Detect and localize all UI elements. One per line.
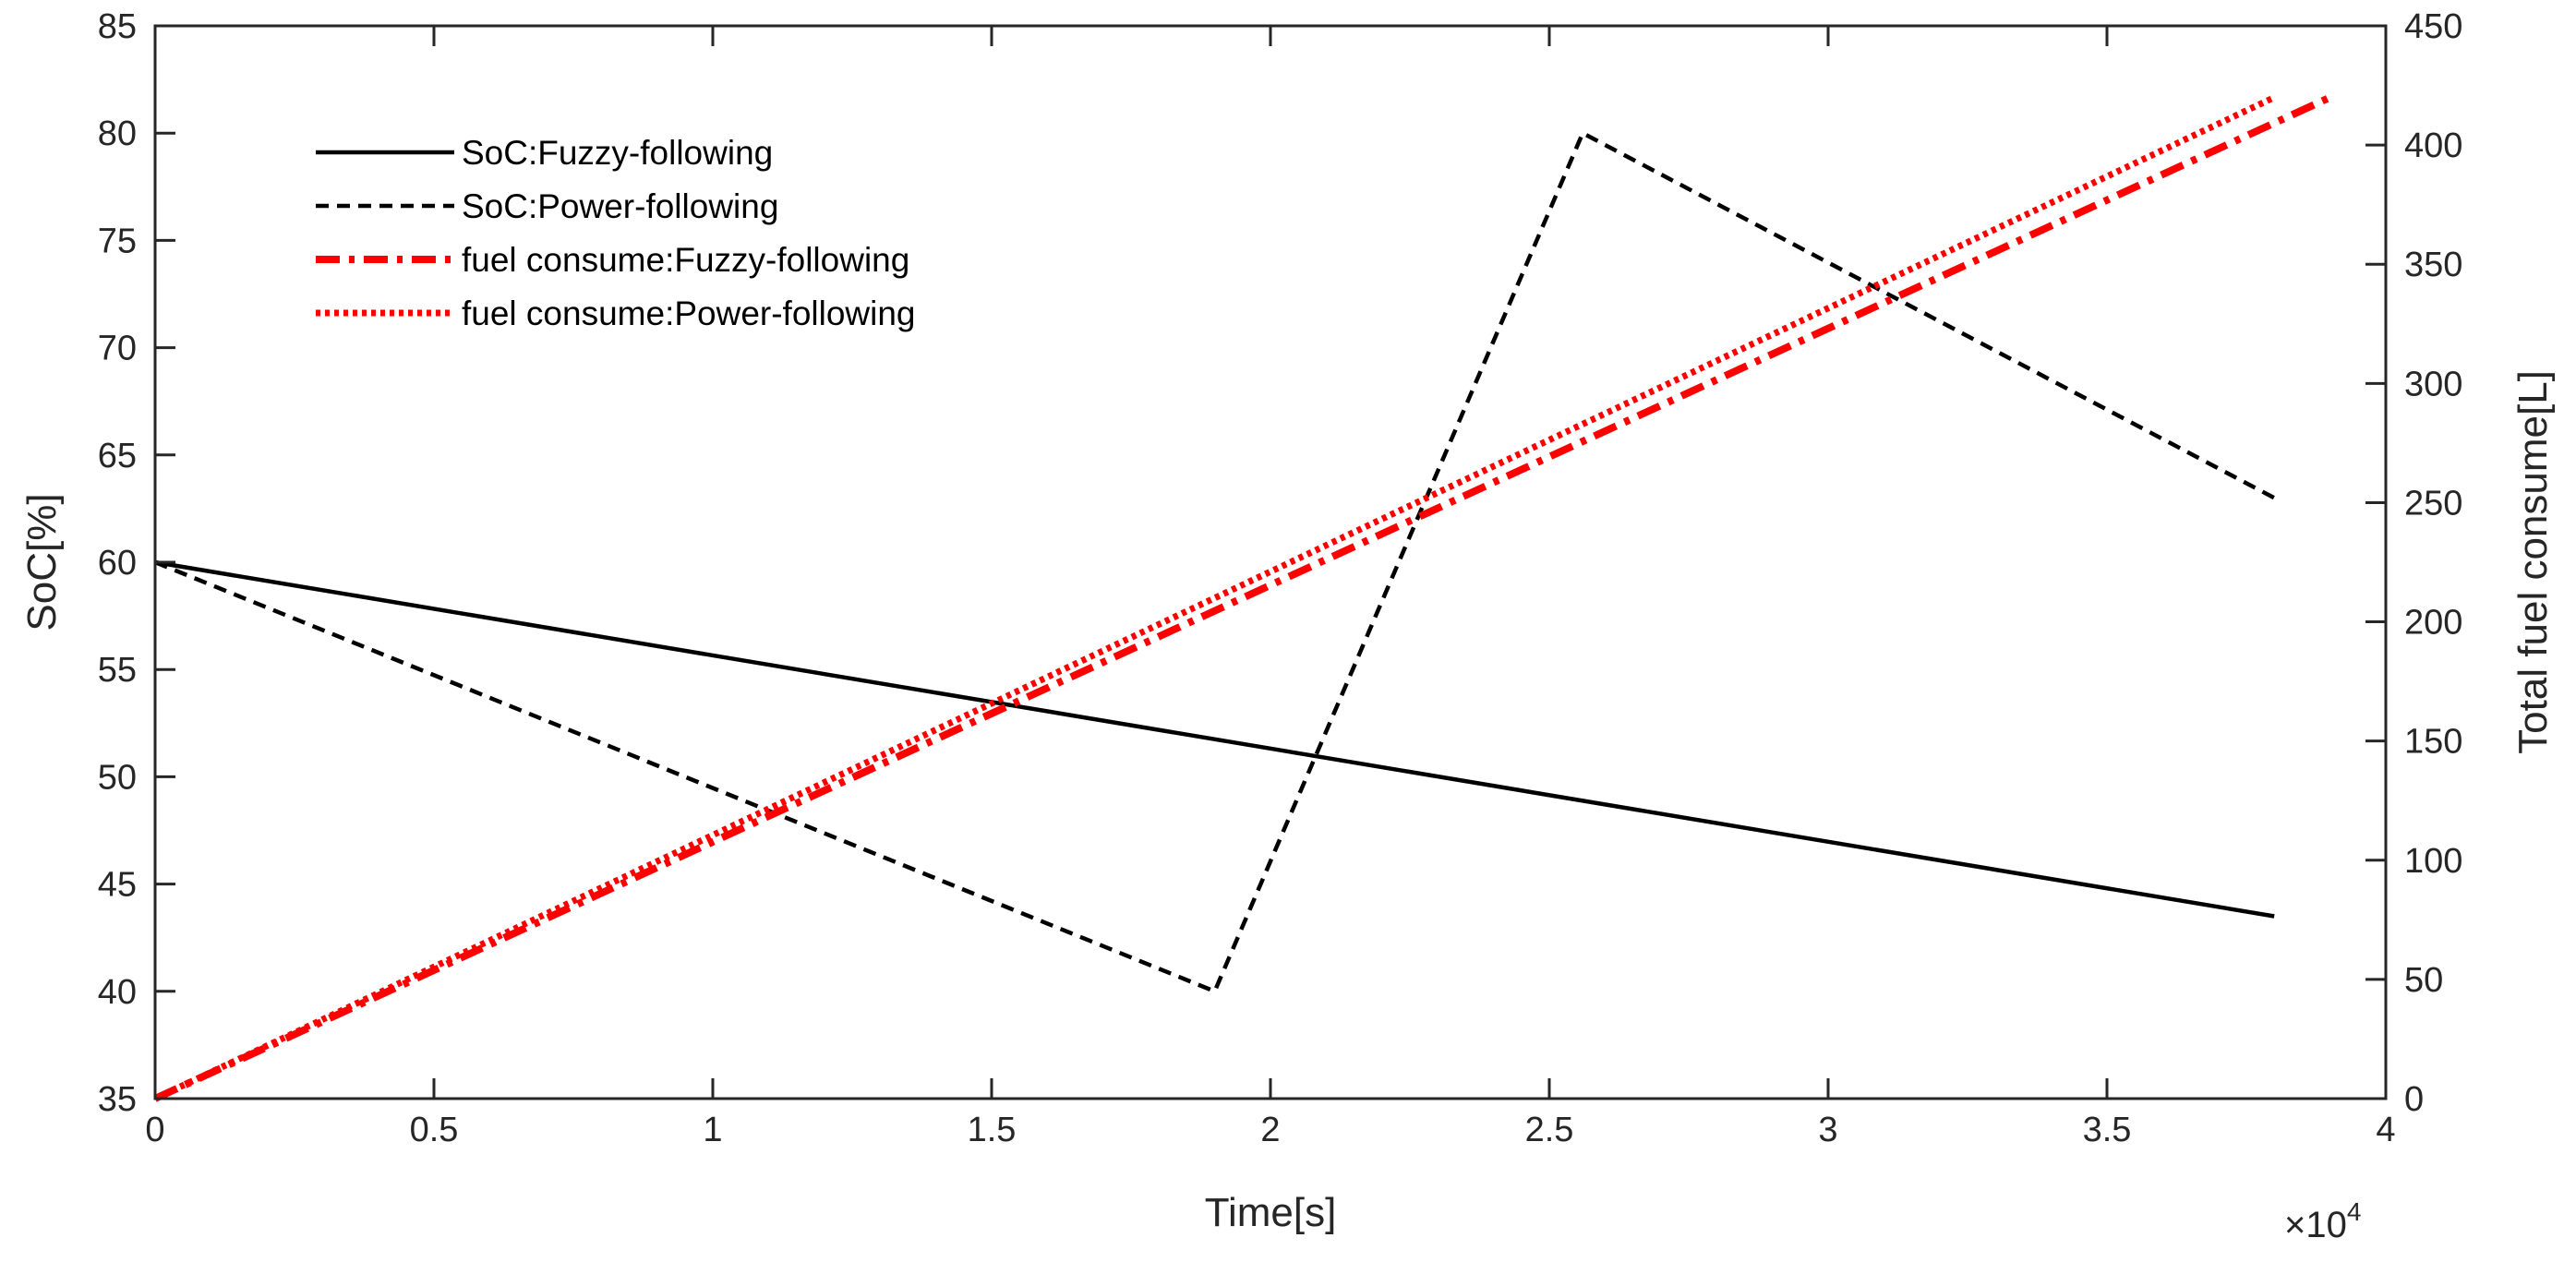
legend: SoC:Fuzzy-following SoC:Power-following fu… — [316, 134, 916, 332]
x-tick-label: 2.5 — [1525, 1111, 1574, 1149]
right-y-tick-label: 150 — [2404, 723, 2462, 762]
axes-layer: 0 0.5 1 1.5 2 2.5 3 3.5 4 35 40 45 50 55 60 65 70 75 80 85 0… — [98, 7, 2463, 1149]
right-y-tick-label: 200 — [2404, 604, 2462, 643]
x-axis-exponent-base: ×10 — [2284, 1205, 2347, 1245]
right-y-tick-label: 50 — [2404, 961, 2443, 1000]
x-tick-label: 3.5 — [2083, 1111, 2132, 1149]
legend-label-1: SoC:Fuzzy-following — [462, 134, 773, 172]
right-y-tick-label: 350 — [2404, 246, 2462, 284]
left-y-tick-label: 45 — [98, 866, 137, 905]
left-y-tick-label: 60 — [98, 544, 137, 583]
x-tick-label: 1.5 — [968, 1111, 1017, 1149]
right-y-tick-label: 450 — [2404, 7, 2462, 46]
series-line-2 — [154, 130, 2276, 994]
right-y-tick-label: 400 — [2404, 126, 2462, 165]
left-y-tick-label: 40 — [98, 973, 137, 1012]
right-y-tick-label: 0 — [2404, 1080, 2424, 1119]
left-y-tick-label: 35 — [98, 1080, 137, 1119]
right-y-tick-label: 100 — [2404, 842, 2462, 881]
x-tick-label: 0.5 — [410, 1111, 459, 1149]
left-y-tick-label: 75 — [98, 222, 137, 260]
x-axis-title: Time[s] — [1205, 1190, 1337, 1235]
x-tick-label: 4 — [2376, 1111, 2395, 1149]
series-line-4 — [153, 94, 2276, 1102]
left-y-tick-label: 85 — [98, 7, 137, 46]
series-layer — [153, 93, 2332, 1102]
left-y-tick-label: 65 — [98, 437, 137, 475]
left-y-tick-label: 70 — [98, 330, 137, 368]
left-y-tick-label: 80 — [98, 114, 137, 153]
x-tick-label: 3 — [1818, 1111, 1837, 1149]
legend-label-4: fuel consume:Power-following — [462, 294, 916, 332]
legend-label-2: SoC:Power-following — [462, 187, 778, 225]
legend-label-3: fuel consume:Fuzzy-following — [462, 241, 909, 279]
left-y-axis-title: SoC[%] — [19, 493, 65, 631]
series-line-3 — [153, 93, 2332, 1102]
x-tick-label: 2 — [1260, 1111, 1280, 1149]
x-axis-exponent: ×104 — [2284, 1197, 2361, 1245]
right-y-tick-label: 300 — [2404, 365, 2462, 403]
right-y-axis-title: Total fuel consume[L] — [2510, 370, 2556, 754]
x-tick-label: 1 — [703, 1111, 722, 1149]
x-axis-exponent-power: 4 — [2347, 1197, 2362, 1226]
series-line-1 — [154, 559, 2275, 919]
right-y-tick-label: 250 — [2404, 484, 2462, 523]
left-y-tick-label: 55 — [98, 651, 137, 690]
x-tick-label: 0 — [145, 1111, 164, 1149]
left-y-tick-label: 50 — [98, 758, 137, 797]
